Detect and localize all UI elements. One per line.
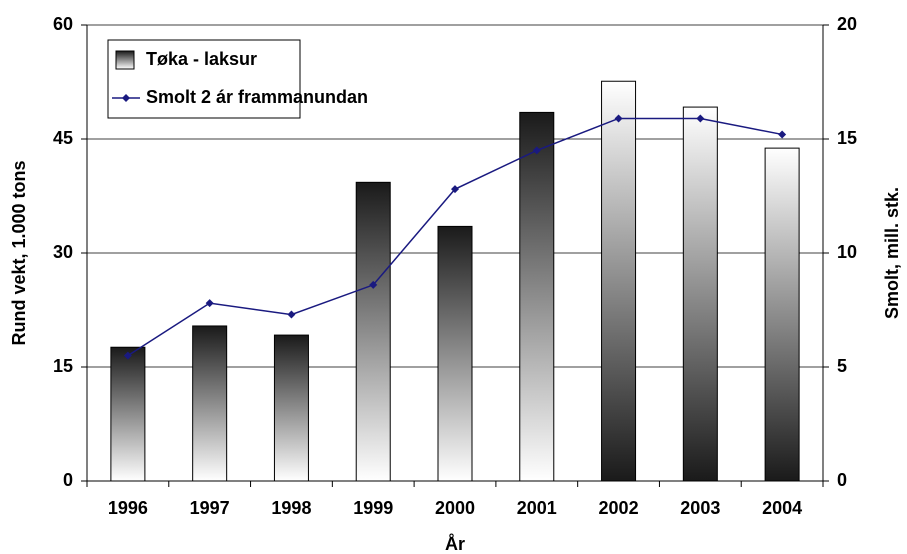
legend-swatch — [122, 94, 130, 102]
point — [123, 351, 132, 360]
point — [205, 299, 214, 308]
y2-axis-label: Smolt, mill. stk. — [882, 187, 902, 319]
y-tick-label: 15 — [53, 356, 73, 376]
legend-swatch — [115, 50, 135, 70]
y2-tick-label: 10 — [837, 242, 857, 262]
y2-tick-label: 20 — [837, 14, 857, 34]
y-tick-label: 45 — [53, 128, 73, 148]
point — [532, 146, 541, 155]
y2-tick-label: 5 — [837, 356, 847, 376]
legend-label: Tøka - laksur — [146, 49, 257, 69]
bar — [601, 80, 637, 482]
bar — [273, 334, 309, 482]
marks — [110, 80, 800, 482]
bar — [192, 325, 228, 482]
y-tick-label: 30 — [53, 242, 73, 262]
y-axis-label: Rund vekt, 1.000 tons — [9, 160, 29, 345]
bar — [110, 346, 146, 482]
y2-tick-label: 0 — [837, 470, 847, 490]
y2-tick-label: 15 — [837, 128, 857, 148]
point — [696, 114, 705, 123]
bar — [764, 147, 800, 482]
point — [369, 280, 378, 289]
point — [287, 310, 296, 319]
x-axis-label: År — [445, 534, 465, 554]
bar — [355, 181, 391, 482]
x-tick-label: 2000 — [435, 498, 475, 518]
x-tick-label: 1996 — [108, 498, 148, 518]
point — [451, 185, 459, 194]
bar — [519, 111, 555, 482]
point — [778, 130, 787, 139]
x-tick-label: 1997 — [190, 498, 230, 518]
y-tick-label: 0 — [63, 470, 73, 490]
point — [614, 114, 623, 123]
legend-box — [107, 39, 301, 119]
y-tick-label: 60 — [53, 14, 73, 34]
x-tick-label: 2004 — [762, 498, 802, 518]
x-tick-label: 1998 — [271, 498, 311, 518]
legend-label: Smolt 2 ár frammanundan — [146, 87, 368, 107]
x-tick-label: 2001 — [517, 498, 557, 518]
x-tick-label: 2002 — [599, 498, 639, 518]
x-tick-label: 2003 — [680, 498, 720, 518]
bar — [682, 106, 718, 482]
x-tick-label: 1999 — [353, 498, 393, 518]
bar — [437, 225, 473, 482]
